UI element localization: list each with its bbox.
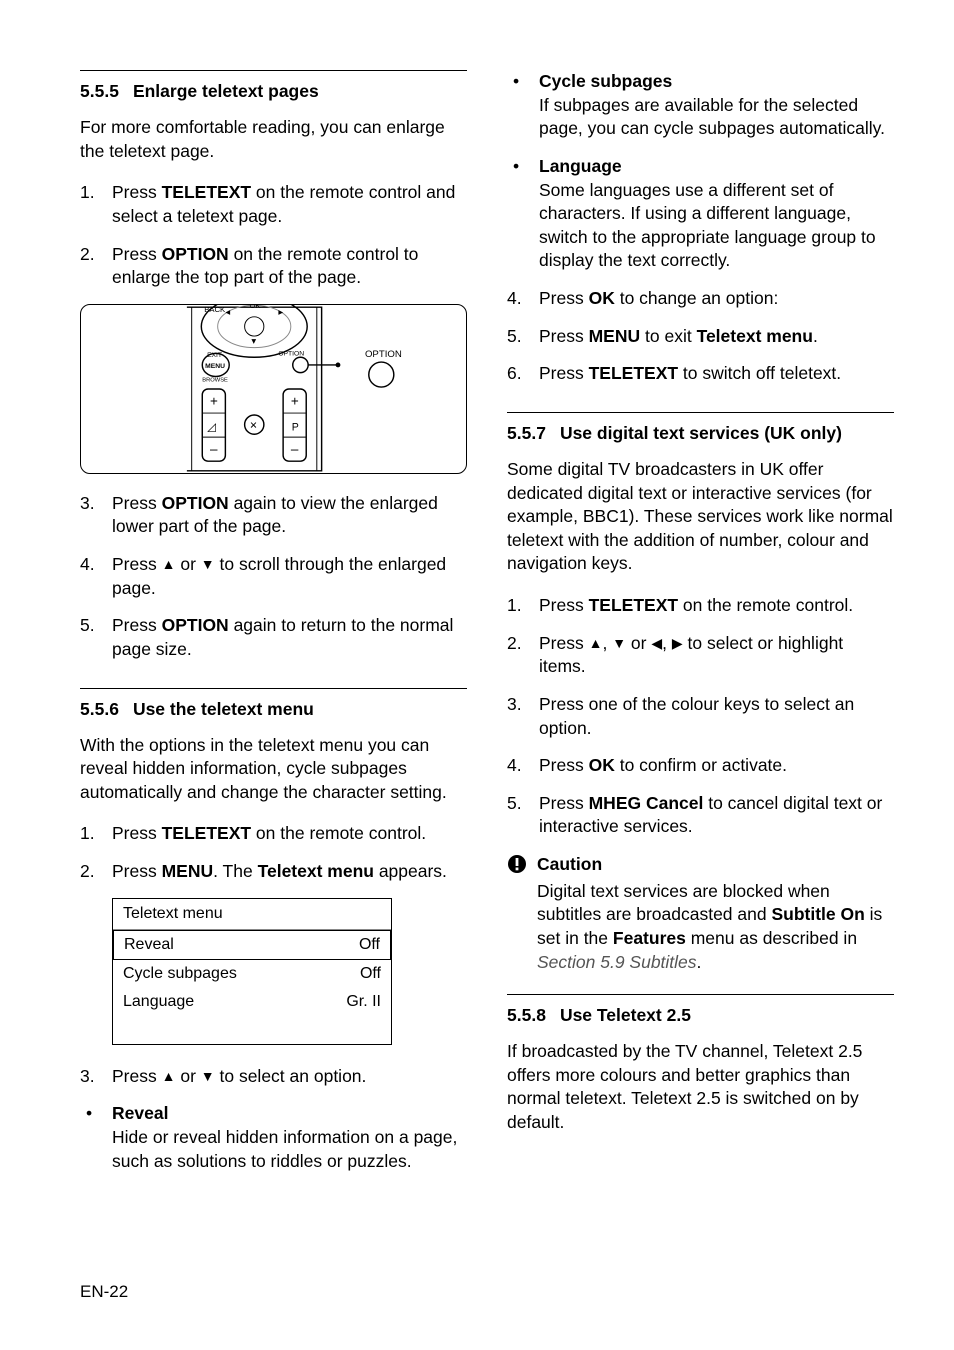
steps-555a: Press TELETEXT on the remote control and…	[80, 181, 467, 290]
bullet-title: Cycle subpages	[539, 70, 894, 94]
svg-text:▾: ▾	[251, 336, 256, 347]
caution-body-text: Digital text services are blocked when s…	[537, 881, 882, 972]
section-title: Use Teletext 2.5	[560, 1005, 691, 1026]
section-heading-555: 5.5.5 Enlarge teletext pages	[80, 70, 467, 102]
bullet-body: Some languages use a different set of ch…	[539, 179, 894, 274]
svg-text:+: +	[210, 393, 218, 408]
menu-row-value: Off	[360, 965, 381, 983]
bullets-556: Reveal Hide or reveal hidden information…	[80, 1102, 467, 1173]
intro-556: With the options in the teletext menu yo…	[80, 734, 467, 805]
section-num: 5.5.8	[507, 1005, 546, 1026]
svg-text:–: –	[291, 441, 299, 456]
section-heading-558: 5.5.8 Use Teletext 2.5	[507, 994, 894, 1026]
caution-block: Caution Digital text services are blocke…	[507, 853, 894, 974]
svg-text:▸: ▸	[278, 307, 283, 318]
section-num: 5.5.6	[80, 699, 119, 720]
svg-text:+: +	[291, 393, 299, 408]
menu-row: Cycle subpages Off	[113, 960, 391, 988]
remote-diagram: BACK OK ◂ ▸ ▾ EXIT MENU BROWSE OPTION + …	[80, 304, 467, 474]
intro-557: Some digital TV broadcasters in UK offer…	[507, 458, 894, 576]
svg-text:P: P	[292, 421, 299, 433]
caution-title: Caution	[537, 853, 894, 877]
bullets-right-top: Cycle subpages If subpages are available…	[507, 70, 894, 273]
step: Press OPTION on the remote control to en…	[80, 243, 467, 290]
svg-text:◂: ◂	[225, 307, 230, 318]
menu-row: Language Gr. II	[113, 988, 391, 1016]
steps-555b: Press OPTION again to view the enlarged …	[80, 492, 467, 662]
svg-text:OK: OK	[249, 305, 261, 310]
menu-row-value: Off	[359, 936, 380, 954]
step: Press OPTION again to return to the norm…	[80, 614, 467, 661]
step: Press TELETEXT to switch off teletext.	[507, 362, 894, 386]
svg-text:OPTION: OPTION	[278, 350, 304, 357]
svg-text:◿: ◿	[207, 421, 217, 433]
step: Press MHEG Cancel to cancel digital text…	[507, 792, 894, 839]
step: Press TELETEXT on the remote control and…	[80, 181, 467, 228]
svg-text:–: –	[210, 441, 218, 456]
menu-row: Reveal Off	[113, 930, 391, 960]
svg-text:BROWSE: BROWSE	[202, 377, 228, 383]
step: Press TELETEXT on the remote control.	[80, 822, 467, 846]
step: Press ▲ or ▼ to select an option.	[80, 1065, 467, 1089]
menu-row-label: Reveal	[124, 936, 174, 954]
bullet-cycle: Cycle subpages If subpages are available…	[507, 70, 894, 141]
menu-row-label: Cycle subpages	[123, 965, 237, 983]
step: Press one of the colour keys to select a…	[507, 693, 894, 740]
svg-text:✕: ✕	[249, 420, 257, 431]
section-title: Enlarge teletext pages	[133, 81, 319, 102]
svg-text:MENU: MENU	[205, 363, 225, 370]
steps-556: Press TELETEXT on the remote control. Pr…	[80, 822, 467, 883]
teletext-menu-box: Teletext menu Reveal Off Cycle subpages …	[112, 898, 392, 1045]
steps-right-top: Press OK to change an option: Press MENU…	[507, 287, 894, 386]
menu-row-label: Language	[123, 993, 194, 1011]
step: Press OK to change an option:	[507, 287, 894, 311]
svg-text:EXIT: EXIT	[207, 352, 222, 359]
step: Press OPTION again to view the enlarged …	[80, 492, 467, 539]
svg-text:OPTION: OPTION	[365, 349, 402, 360]
section-num: 5.5.7	[507, 423, 546, 444]
bullet-language: Language Some languages use a different …	[507, 155, 894, 273]
step: Press OK to confirm or activate.	[507, 754, 894, 778]
caution-icon	[507, 854, 527, 974]
step: Press ▲ or ▼ to scroll through the enlar…	[80, 553, 467, 600]
bullet-title: Language	[539, 155, 894, 179]
bullet-body: Hide or reveal hidden information on a p…	[112, 1126, 467, 1173]
menu-title: Teletext menu	[113, 899, 391, 930]
step: Press TELETEXT on the remote control.	[507, 594, 894, 618]
steps-557: Press TELETEXT on the remote control. Pr…	[507, 594, 894, 839]
bullet-title: Reveal	[112, 1102, 467, 1126]
intro-558: If broadcasted by the TV channel, Telete…	[507, 1040, 894, 1135]
steps-556-cont: Press ▲ or ▼ to select an option.	[80, 1065, 467, 1089]
page-footer: EN-22	[80, 1282, 128, 1302]
step: Press MENU to exit Teletext menu.	[507, 325, 894, 349]
section-heading-557: 5.5.7 Use digital text services (UK only…	[507, 412, 894, 444]
section-title: Use digital text services (UK only)	[560, 423, 842, 444]
svg-text:BACK: BACK	[204, 305, 226, 314]
menu-row-value: Gr. II	[346, 993, 381, 1011]
section-num: 5.5.5	[80, 81, 119, 102]
section-heading-556: 5.5.6 Use the teletext menu	[80, 688, 467, 720]
bullet-body: If subpages are available for the select…	[539, 94, 894, 141]
intro-555: For more comfortable reading, you can en…	[80, 116, 467, 163]
step: Press MENU. The Teletext menu appears.	[80, 860, 467, 884]
section-title: Use the teletext menu	[133, 699, 314, 720]
step: Press ▲, ▼ or ◀, ▶ to select or highligh…	[507, 632, 894, 679]
bullet-reveal: Reveal Hide or reveal hidden information…	[80, 1102, 467, 1173]
